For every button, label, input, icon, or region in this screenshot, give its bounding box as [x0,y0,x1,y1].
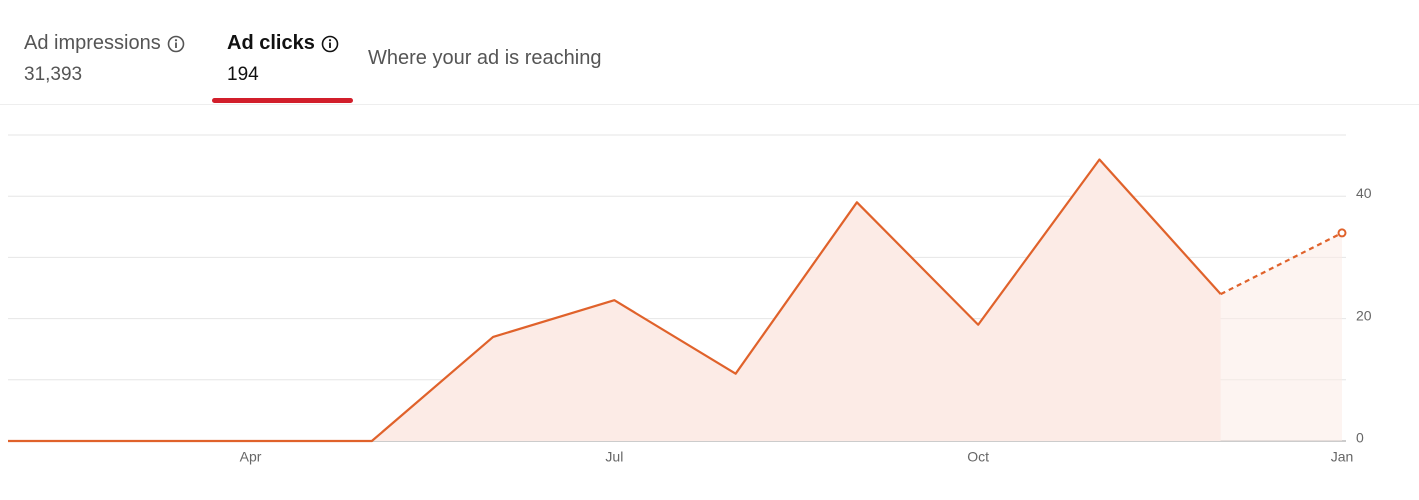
y-tick-label: 20 [1356,307,1372,323]
x-tick-label: Oct [967,449,989,465]
line [8,158,1222,443]
tab-value: 194 [227,64,259,85]
info-icon[interactable] [321,35,339,53]
tab[interactable]: Ad clicks 194 [227,32,339,86]
x-tick-label: Jan [1331,449,1354,465]
divider [0,104,1419,105]
tab-label: Ad impressions [24,32,161,54]
projected-line [1220,231,1343,296]
active-tab-indicator [212,98,353,103]
y-tick-label: 0 [1356,430,1364,446]
projected-area [1220,232,1342,441]
y-tick-label: 40 [1356,185,1372,201]
tab-value: 31,393 [24,64,83,85]
tab-label: Ad clicks [227,32,315,54]
projected-point [1337,228,1347,238]
tab-label: Where your ad is reaching [368,47,602,69]
info-icon[interactable] [167,35,185,53]
x-tick-label: Jul [605,449,623,465]
tab[interactable]: Where your ad is reaching [368,47,601,70]
tab[interactable]: Ad impressions 31,393 [24,32,185,86]
x-tick-label: Apr [240,449,262,465]
